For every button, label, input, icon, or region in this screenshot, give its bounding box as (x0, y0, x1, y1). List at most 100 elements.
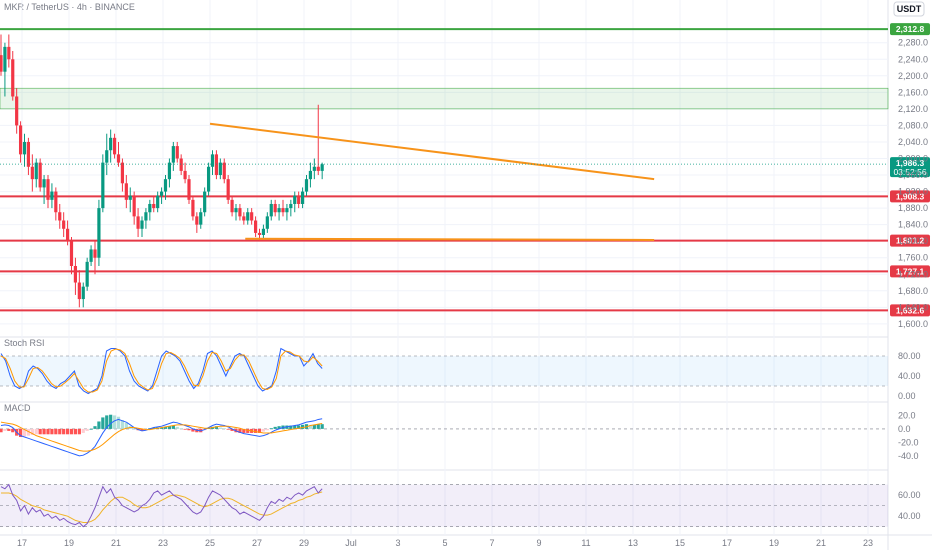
candle-body (136, 216, 140, 229)
candle-body (238, 208, 242, 217)
candle-body (316, 166, 320, 171)
candle-body (38, 162, 42, 188)
candle-body (203, 191, 207, 213)
price-tick-label: 2,200.0 (898, 71, 928, 81)
candle-body (132, 195, 136, 217)
candle-body (187, 179, 191, 200)
time-tick-label: 19 (769, 538, 779, 548)
time-tick-label: Jul (345, 538, 357, 548)
macd-signal-line (0, 421, 323, 452)
last-price-label: 1,986.3 (896, 158, 925, 168)
macd-histogram-bar (73, 428, 78, 435)
zone-layer (0, 87, 889, 110)
time-tick-label: 5 (442, 538, 447, 548)
candle-body (30, 166, 34, 180)
candle-body (58, 212, 62, 221)
price-level-label: 1,727.1 (896, 266, 925, 276)
trendline-descending (209, 122, 655, 181)
price-level-tag (890, 234, 930, 247)
candle-body (65, 228, 70, 242)
price-tick-label: 2,240.0 (898, 54, 928, 64)
axis-layer: 2,280.0 2,240.0 2,200.0 2,160.0 2,120.0 2,080… (17, 38, 928, 548)
time-tick-label: 11 (581, 538, 590, 548)
macd-histogram-bar (289, 425, 293, 429)
macd-histogram-bar (277, 426, 281, 429)
candle-body (69, 241, 74, 266)
price-tick-label: 2,160.0 (898, 87, 928, 97)
candle-body (242, 216, 246, 221)
macd-layer: 20.0 0.0 -20.0 -40.0 (0, 410, 919, 461)
macd-histogram-bar (242, 428, 246, 433)
macd-tick-label: 0.0 (898, 424, 911, 434)
macd-histogram-bar (152, 427, 156, 429)
price-tick-label: 2,000.0 (898, 153, 928, 163)
macd-histogram-bar (132, 428, 136, 430)
trendlines-layer: 1,986.303:52:56 (0, 122, 930, 241)
rsi-ma-line (1, 491, 323, 524)
macd-histogram-bar (218, 427, 222, 429)
candle-body (7, 46, 11, 60)
rsi-tick-label: 40.00 (898, 511, 921, 521)
price-level-label: 1,801.2 (896, 236, 925, 246)
candle-body (277, 208, 281, 213)
price-tick-label: 1,640.0 (898, 302, 928, 312)
candle-body (273, 203, 277, 213)
candle-body (293, 195, 297, 204)
candle-body (0, 55, 3, 72)
stoch-k-line (0, 347, 323, 395)
price-level-tag (890, 190, 930, 203)
macd-histogram-bar (112, 415, 117, 429)
candle-body (26, 141, 31, 167)
price-tick-label: 1,960.0 (898, 170, 928, 180)
macd-histogram-bar (34, 428, 38, 435)
candle-body (156, 195, 160, 209)
macd-histogram-bar (109, 414, 113, 429)
macd-histogram-bar (3, 428, 7, 431)
time-tick-label: 9 (536, 538, 541, 548)
candle-body (199, 212, 203, 225)
candles-layer (0, 34, 324, 308)
candle-body (308, 170, 313, 180)
countdown-label: 03:52:56 (893, 167, 926, 177)
candle-body (54, 191, 58, 213)
macd-histogram-bar (316, 424, 320, 429)
candle-body (265, 216, 269, 229)
macd-histogram-bar (179, 428, 183, 430)
macd-histogram-bar (214, 426, 219, 429)
price-tick-label: 1,600.0 (898, 319, 928, 329)
price-tick-label: 2,080.0 (898, 120, 928, 130)
macd-histogram-bar (58, 428, 62, 435)
candle-body (140, 220, 144, 229)
candle-body (50, 191, 54, 200)
macd-histogram-bar (77, 428, 81, 435)
time-tick-label: 17 (722, 538, 732, 548)
time-tick-label: 17 (17, 538, 27, 548)
macd-histogram-bar (65, 428, 70, 435)
candle-body (179, 158, 183, 171)
time-tick-label: 13 (628, 538, 638, 548)
stoch-rsi-layer: 80.00 40.00 0.00 (0, 347, 921, 401)
stoch-tick-label: 40.00 (898, 371, 921, 381)
currency-badge[interactable]: USDT (893, 1, 925, 17)
candle-body (300, 191, 305, 204)
candle-body (183, 170, 187, 180)
stoch-tick-label: 0.00 (898, 391, 916, 401)
candle-body (234, 208, 238, 213)
macd-histogram-bar (22, 428, 27, 437)
candle-body (214, 154, 219, 176)
candle-body (3, 46, 7, 72)
price-tick-label: 1,680.0 (898, 286, 928, 296)
candle-body (281, 208, 285, 213)
price-tick-label: 2,120.0 (898, 104, 928, 114)
candle-body (269, 203, 273, 217)
candle-body (210, 154, 215, 167)
macd-histogram-bar (124, 422, 128, 429)
time-tick-label: 15 (675, 538, 685, 548)
candle-body (191, 199, 195, 217)
stoch-tick-label: 80.00 (898, 351, 921, 361)
candle-body (105, 150, 109, 163)
stoch-band (0, 356, 888, 386)
price-levels-layer: 2,312.8 1,908.3 1,801.2 1,727.1 1,632.6 (0, 23, 930, 317)
